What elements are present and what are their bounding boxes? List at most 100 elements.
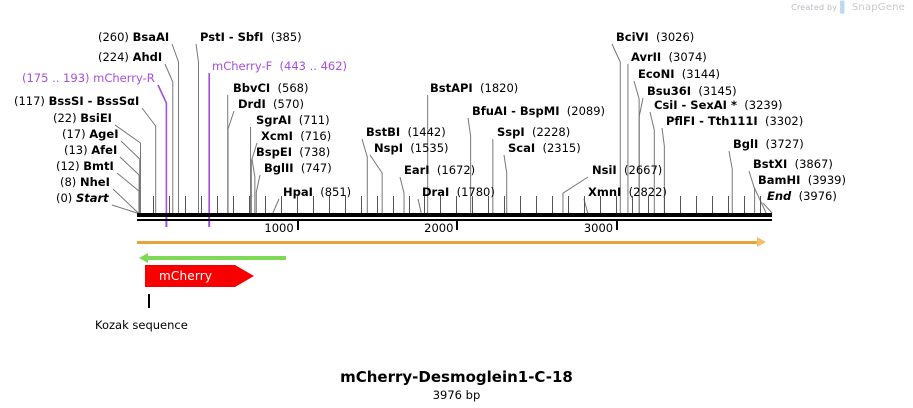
- enzyme-position: (0): [56, 191, 73, 205]
- enzyme-name: EarI: [404, 163, 430, 177]
- enzyme-label-nsii[interactable]: NsiI (2667): [592, 164, 662, 176]
- enzyme-label-sgrai[interactable]: SgrAI (711): [256, 114, 330, 126]
- enzyme-position: (260): [98, 30, 129, 44]
- enzyme-label-bamhi[interactable]: BamHI (3939): [758, 174, 846, 186]
- enzyme-label-bglii[interactable]: BglII (747): [264, 162, 332, 174]
- enzyme-label-bfuai-bspmi[interactable]: BfuAI - BspMI (2089): [472, 105, 605, 117]
- enzyme-position: (443 .. 462): [279, 59, 348, 73]
- enzyme-label-bsssi-bsss-i[interactable]: (117) BssSI - BssSαI: [14, 95, 139, 107]
- enzyme-label-bspei[interactable]: BspEI (738): [256, 146, 330, 158]
- enzyme-position: (3939): [807, 173, 846, 187]
- enzyme-position: (851): [320, 185, 352, 199]
- enzyme-name: BamHI: [758, 173, 801, 187]
- enzyme-name: SgrAI: [256, 113, 292, 127]
- enzyme-name: AfeI: [91, 143, 118, 157]
- sequence-backbone[interactable]: [137, 213, 772, 217]
- enzyme-label-scai[interactable]: ScaI (2315): [508, 142, 581, 154]
- enzyme-label-ahdi[interactable]: (224) AhdI: [98, 51, 162, 63]
- ruler-minor-tick: [727, 196, 729, 213]
- enzyme-name: BsiEI: [80, 111, 112, 125]
- enzyme-position: (3026): [656, 30, 695, 44]
- enzyme-position: (1535): [410, 141, 449, 155]
- snapgene-logo-icon: ▌: [840, 1, 849, 14]
- enzyme-label-econi[interactable]: EcoNI (3144): [638, 68, 720, 80]
- ruler-minor-tick: [328, 196, 330, 213]
- leader-line: [164, 63, 174, 213]
- enzyme-label-bstbi[interactable]: BstBI (1442): [366, 126, 446, 138]
- enzyme-label-start[interactable]: (0) Start: [56, 192, 109, 204]
- enzyme-label-pflfi-tth111i[interactable]: PflFI - Tth111I (3302): [666, 115, 803, 127]
- enzyme-name: End: [767, 189, 792, 203]
- enzyme-position: (3239): [744, 98, 783, 112]
- enzyme-label-psti-sbfi[interactable]: PstI - SbfI (385): [200, 31, 302, 43]
- enzyme-label-bstxi[interactable]: BstXI (3867): [753, 158, 833, 170]
- ruler-minor-tick: [168, 196, 170, 213]
- enzyme-label-csii-sexai[interactable]: CsiI - SexAI * (3239): [654, 99, 783, 111]
- ruler-minor-tick: [440, 196, 442, 213]
- enzyme-label-sspi[interactable]: SspI (2228): [497, 126, 570, 138]
- enzyme-label-mcherry-r[interactable]: (175 .. 193) mCherry-R: [22, 72, 155, 84]
- enzyme-name: BssSI - BssSαI: [48, 94, 140, 108]
- enzyme-label-bsu36i[interactable]: Bsu36I (3145): [647, 85, 737, 97]
- ruler-minor-tick: [600, 196, 602, 213]
- enzyme-label-avrii[interactable]: AvrII (3074): [631, 51, 707, 63]
- green-feature-line[interactable]: [148, 256, 286, 260]
- ruler-minor-tick: [296, 196, 298, 213]
- enzyme-name: Bsu36I: [647, 84, 692, 98]
- enzyme-label-bgli[interactable]: BglI (3727): [733, 138, 804, 150]
- ruler-minor-tick: [504, 196, 506, 213]
- ruler-minor-tick: [216, 196, 218, 213]
- ruler-minor-tick: [743, 196, 745, 213]
- ruler-tick-label: 2000: [424, 221, 454, 235]
- enzyme-label-mcherry-f[interactable]: mCherry-F (443 .. 462): [212, 60, 347, 72]
- enzyme-name: HpaI: [283, 185, 313, 199]
- enzyme-name: BbvCI: [233, 81, 271, 95]
- enzyme-position: (17): [62, 127, 86, 141]
- ruler-minor-tick: [664, 196, 666, 213]
- enzyme-label-bbvci[interactable]: BbvCI (568): [233, 82, 308, 94]
- enzyme-label-nspi[interactable]: NspI (1535): [374, 142, 449, 154]
- enzyme-position: (747): [300, 161, 332, 175]
- enzyme-position: (2228): [531, 125, 571, 139]
- enzyme-label-nhei[interactable]: (8) NheI: [60, 176, 110, 188]
- mcherry-feature-arrow[interactable]: mCherry: [145, 265, 254, 287]
- enzyme-label-drai[interactable]: DraI (1780): [422, 186, 495, 198]
- enzyme-label-xmni[interactable]: XmnI (2822): [588, 186, 667, 198]
- enzyme-position: (1672): [436, 163, 476, 177]
- enzyme-label-eari[interactable]: EarI (1672): [404, 164, 475, 176]
- watermark-prefix: Created by: [791, 3, 838, 12]
- leader-line: [119, 156, 140, 213]
- enzyme-label-end[interactable]: End (3976): [767, 190, 837, 202]
- watermark-brand: SnapGene: [851, 2, 905, 13]
- enzyme-position: (12): [56, 159, 80, 173]
- ruler-minor-tick: [280, 196, 282, 213]
- enzyme-label-bcivi[interactable]: BciVI (3026): [616, 31, 694, 43]
- enzyme-label-afei[interactable]: (13) AfeI: [64, 144, 117, 156]
- enzyme-label-agei[interactable]: (17) AgeI: [62, 128, 118, 140]
- enzyme-label-xcmi[interactable]: XcmI (716): [261, 130, 331, 142]
- enzyme-label-bsaai[interactable]: (260) BsaAI: [98, 31, 169, 43]
- enzyme-label-bstapi[interactable]: BstAPI (1820): [430, 82, 518, 94]
- enzyme-name: DraI: [422, 185, 450, 199]
- vector-feature-line[interactable]: [137, 241, 757, 244]
- enzyme-label-bmti[interactable]: (12) BmtI: [56, 160, 114, 172]
- enzyme-name: NspI: [374, 141, 403, 155]
- ruler-major-tick: [296, 221, 299, 230]
- ruler-minor-tick: [520, 196, 522, 213]
- enzyme-name: NsiI: [592, 163, 617, 177]
- enzyme-label-drdi[interactable]: DrdI (570): [238, 98, 304, 110]
- enzyme-label-hpai[interactable]: HpaI (851): [283, 186, 351, 198]
- enzyme-position: (1442): [407, 125, 446, 139]
- enzyme-position: (1820): [480, 81, 519, 95]
- enzyme-position: (22): [53, 111, 77, 125]
- kozak-sequence-tick[interactable]: [148, 294, 150, 308]
- enzyme-position: (3302): [765, 114, 804, 128]
- enzyme-name: PflFI - Tth111I: [666, 114, 758, 128]
- enzyme-position: (1780): [456, 185, 495, 199]
- enzyme-position: (2667): [624, 163, 663, 177]
- ruler-minor-tick: [408, 196, 410, 213]
- enzyme-name: AvrII: [631, 50, 662, 64]
- enzyme-label-bsiei[interactable]: (22) BsiEI: [53, 112, 112, 124]
- ruler-minor-tick: [472, 196, 474, 213]
- enzyme-name: XcmI: [261, 129, 293, 143]
